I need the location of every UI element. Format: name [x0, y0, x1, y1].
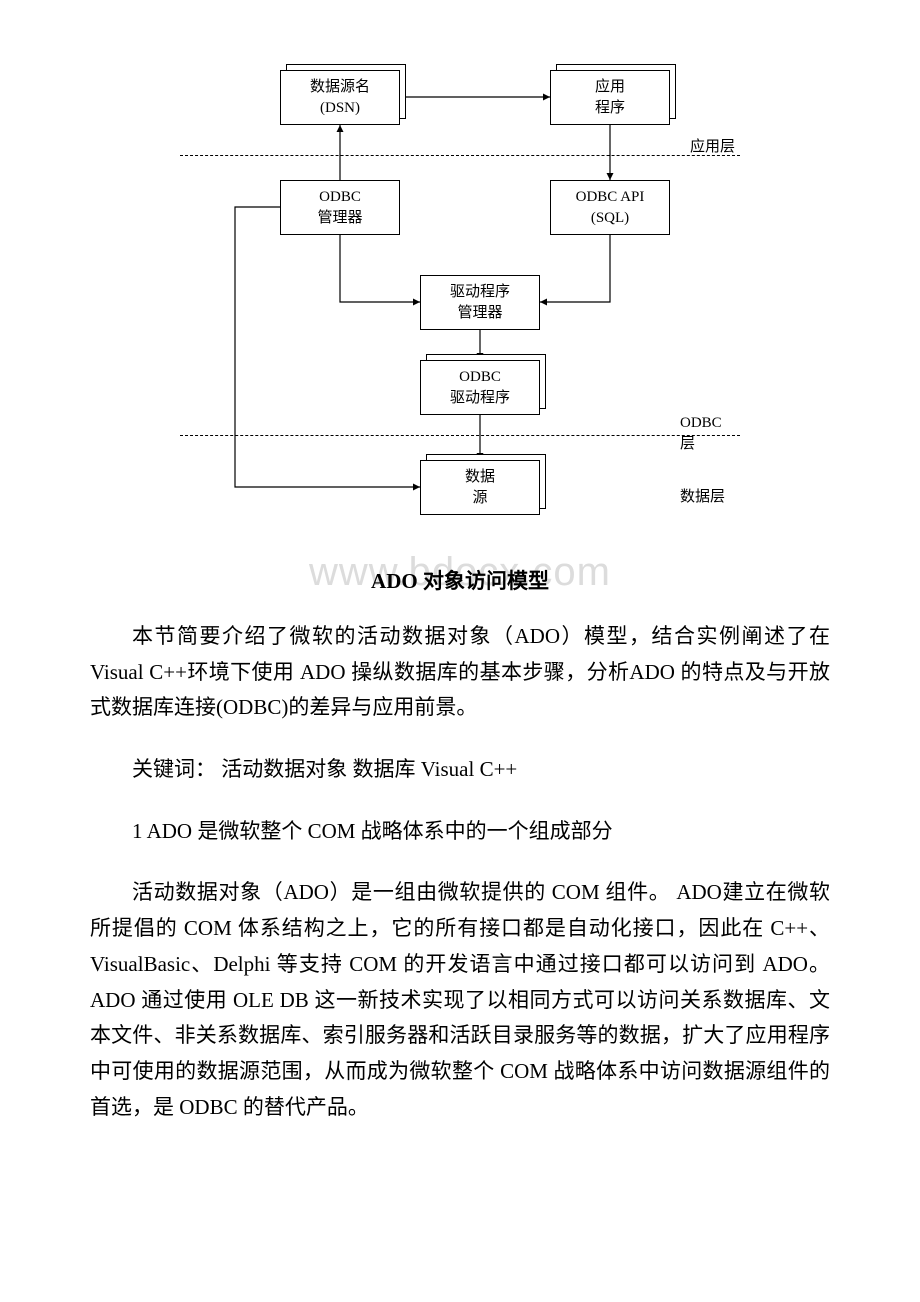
node-odbc-api: ODBC API (SQL): [550, 180, 670, 235]
document-page: 数据源名 (DSN) 应用 程序 ODBC 管理器 ODBC API (SQL)…: [0, 0, 920, 1211]
node-driver-manager-line1: 驱动程序: [450, 282, 510, 303]
node-data-source: 数据 源: [420, 460, 540, 515]
node-odbc-driver: ODBC 驱动程序: [420, 360, 540, 415]
node-dsn: 数据源名 (DSN): [280, 70, 400, 125]
node-driver-manager-line2: 管理器: [457, 303, 502, 324]
paragraph-body-1: 活动数据对象（ADO）是一组由微软提供的 COM 组件。 ADO建立在微软所提倡…: [90, 875, 830, 1125]
node-app-line1: 应用: [595, 77, 625, 98]
label-app-layer: 应用层: [690, 135, 735, 156]
paragraph-intro: 本节简要介绍了微软的活动数据对象（ADO）模型，结合实例阐述了在 Visual …: [90, 619, 830, 726]
odbc-architecture-diagram: 数据源名 (DSN) 应用 程序 ODBC 管理器 ODBC API (SQL)…: [180, 60, 740, 540]
node-odbc-api-line2: (SQL): [591, 208, 629, 229]
label-data-layer: 数据层: [680, 485, 725, 506]
label-odbc-layer: ODBC 层: [680, 415, 740, 453]
section-title: ADO 对象访问模型: [90, 565, 830, 595]
node-odbc-api-line1: ODBC API: [576, 187, 645, 208]
node-odbc-driver-line2: 驱动程序: [450, 388, 510, 409]
node-data-source-line1: 数据: [465, 467, 495, 488]
node-odbc-manager-line2: 管理器: [317, 208, 362, 229]
node-driver-manager: 驱动程序 管理器: [420, 275, 540, 330]
paragraph-keywords: 关键词： 活动数据对象 数据库 Visual C++: [90, 752, 830, 788]
node-app-line2: 程序: [595, 98, 625, 119]
node-app: 应用 程序: [550, 70, 670, 125]
divider-odbc-layer: [180, 435, 740, 436]
node-odbc-manager-line1: ODBC: [319, 187, 361, 208]
divider-app-layer: [180, 155, 740, 156]
node-dsn-line2: (DSN): [320, 98, 360, 119]
paragraph-heading-1: 1 ADO 是微软整个 COM 战略体系中的一个组成部分: [90, 814, 830, 850]
node-data-source-line2: 源: [472, 488, 487, 509]
node-odbc-manager: ODBC 管理器: [280, 180, 400, 235]
node-odbc-driver-line1: ODBC: [459, 367, 501, 388]
node-dsn-line1: 数据源名: [310, 77, 370, 98]
